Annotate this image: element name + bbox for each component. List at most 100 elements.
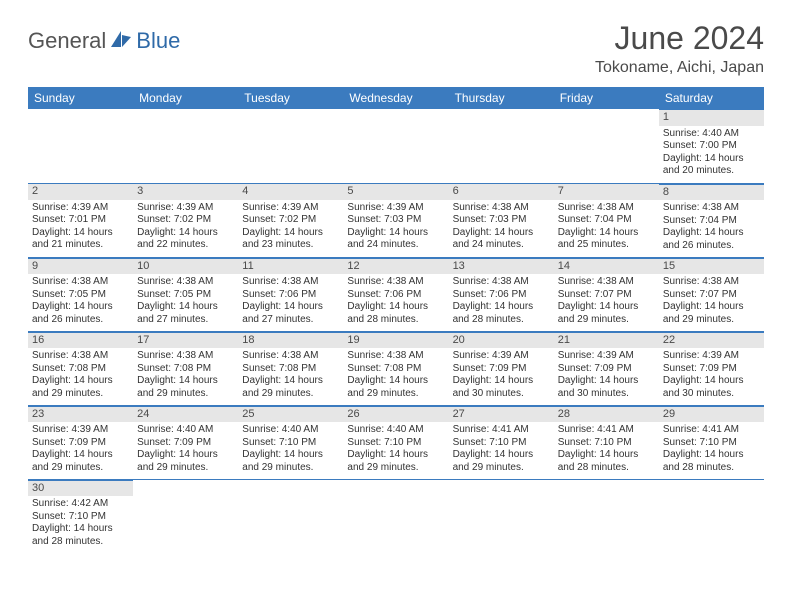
- sunset-line: Sunset: 7:07 PM: [663, 289, 760, 302]
- calendar-cell-10: 10Sunrise: 4:38 AMSunset: 7:05 PMDayligh…: [133, 257, 238, 331]
- calendar-cell-21: 21Sunrise: 4:39 AMSunset: 7:09 PMDayligh…: [554, 331, 659, 405]
- sunrise-line: Sunrise: 4:41 AM: [453, 424, 550, 437]
- sunset-line: Sunset: 7:09 PM: [32, 437, 129, 450]
- day-header-row: SundayMondayTuesdayWednesdayThursdayFrid…: [28, 87, 764, 109]
- daylight-line: Daylight: 14 hours and 29 minutes.: [32, 375, 129, 400]
- sunset-line: Sunset: 7:10 PM: [453, 437, 550, 450]
- sunrise-line: Sunrise: 4:38 AM: [663, 276, 760, 289]
- day-number: 18: [238, 332, 343, 349]
- sunset-line: Sunset: 7:10 PM: [242, 437, 339, 450]
- sunrise-line: Sunrise: 4:40 AM: [242, 424, 339, 437]
- daylight-line: Daylight: 14 hours and 27 minutes.: [242, 301, 339, 326]
- day-number: 24: [133, 406, 238, 423]
- calendar-cell-blank: [133, 479, 238, 553]
- daylight-line: Daylight: 14 hours and 20 minutes.: [663, 153, 760, 178]
- sunset-line: Sunset: 7:05 PM: [137, 289, 234, 302]
- calendar-row: 23Sunrise: 4:39 AMSunset: 7:09 PMDayligh…: [28, 405, 764, 479]
- daylight-line: Daylight: 14 hours and 28 minutes.: [453, 301, 550, 326]
- day-info: Sunrise: 4:38 AMSunset: 7:06 PMDaylight:…: [238, 274, 343, 330]
- calendar-cell-7: 7Sunrise: 4:38 AMSunset: 7:04 PMDaylight…: [554, 183, 659, 257]
- day-info: Sunrise: 4:39 AMSunset: 7:09 PMDaylight:…: [554, 348, 659, 404]
- sunrise-line: Sunrise: 4:39 AM: [347, 202, 444, 215]
- calendar-table: SundayMondayTuesdayWednesdayThursdayFrid…: [28, 87, 764, 553]
- calendar-cell-2: 2Sunrise: 4:39 AMSunset: 7:01 PMDaylight…: [28, 183, 133, 257]
- day-info: Sunrise: 4:38 AMSunset: 7:03 PMDaylight:…: [449, 200, 554, 256]
- day-info: Sunrise: 4:38 AMSunset: 7:08 PMDaylight:…: [28, 348, 133, 404]
- sunset-line: Sunset: 7:01 PM: [32, 214, 129, 227]
- sunset-line: Sunset: 7:10 PM: [558, 437, 655, 450]
- day-info: Sunrise: 4:38 AMSunset: 7:04 PMDaylight:…: [659, 200, 764, 256]
- daylight-line: Daylight: 14 hours and 29 minutes.: [32, 449, 129, 474]
- day-header-saturday: Saturday: [659, 87, 764, 109]
- day-info: Sunrise: 4:40 AMSunset: 7:00 PMDaylight:…: [659, 126, 764, 182]
- daylight-line: Daylight: 14 hours and 29 minutes.: [453, 449, 550, 474]
- sunset-line: Sunset: 7:02 PM: [242, 214, 339, 227]
- calendar-cell-23: 23Sunrise: 4:39 AMSunset: 7:09 PMDayligh…: [28, 405, 133, 479]
- day-number: 4: [238, 183, 343, 200]
- header: General Blue June 2024 Tokoname, Aichi, …: [28, 20, 764, 77]
- day-info: Sunrise: 4:39 AMSunset: 7:09 PMDaylight:…: [449, 348, 554, 404]
- sunrise-line: Sunrise: 4:38 AM: [558, 202, 655, 215]
- sunset-line: Sunset: 7:08 PM: [32, 363, 129, 376]
- sunrise-line: Sunrise: 4:38 AM: [453, 276, 550, 289]
- calendar-cell-blank: [449, 109, 554, 183]
- sunrise-line: Sunrise: 4:38 AM: [137, 276, 234, 289]
- calendar-cell-13: 13Sunrise: 4:38 AMSunset: 7:06 PMDayligh…: [449, 257, 554, 331]
- day-number: 10: [133, 258, 238, 275]
- day-number: 13: [449, 258, 554, 275]
- day-info: Sunrise: 4:38 AMSunset: 7:05 PMDaylight:…: [28, 274, 133, 330]
- sunset-line: Sunset: 7:02 PM: [137, 214, 234, 227]
- daylight-line: Daylight: 14 hours and 21 minutes.: [32, 227, 129, 252]
- calendar-cell-blank: [133, 109, 238, 183]
- day-number: 3: [133, 183, 238, 200]
- day-number: 14: [554, 258, 659, 275]
- day-number: 12: [343, 258, 448, 275]
- day-number: 5: [343, 183, 448, 200]
- sunset-line: Sunset: 7:03 PM: [347, 214, 444, 227]
- calendar-cell-blank: [343, 479, 448, 553]
- calendar-cell-22: 22Sunrise: 4:39 AMSunset: 7:09 PMDayligh…: [659, 331, 764, 405]
- calendar-cell-18: 18Sunrise: 4:38 AMSunset: 7:08 PMDayligh…: [238, 331, 343, 405]
- day-number: 6: [449, 183, 554, 200]
- calendar-cell-1: 1Sunrise: 4:40 AMSunset: 7:00 PMDaylight…: [659, 109, 764, 183]
- day-header-friday: Friday: [554, 87, 659, 109]
- calendar-cell-9: 9Sunrise: 4:38 AMSunset: 7:05 PMDaylight…: [28, 257, 133, 331]
- day-header-sunday: Sunday: [28, 87, 133, 109]
- sunset-line: Sunset: 7:08 PM: [347, 363, 444, 376]
- daylight-line: Daylight: 14 hours and 23 minutes.: [242, 227, 339, 252]
- daylight-line: Daylight: 14 hours and 30 minutes.: [558, 375, 655, 400]
- calendar-cell-17: 17Sunrise: 4:38 AMSunset: 7:08 PMDayligh…: [133, 331, 238, 405]
- sunset-line: Sunset: 7:09 PM: [558, 363, 655, 376]
- day-info: Sunrise: 4:39 AMSunset: 7:03 PMDaylight:…: [343, 200, 448, 256]
- calendar-cell-4: 4Sunrise: 4:39 AMSunset: 7:02 PMDaylight…: [238, 183, 343, 257]
- sunset-line: Sunset: 7:06 PM: [453, 289, 550, 302]
- day-number: 16: [28, 332, 133, 349]
- sunrise-line: Sunrise: 4:38 AM: [137, 350, 234, 363]
- sunset-line: Sunset: 7:09 PM: [137, 437, 234, 450]
- calendar-cell-26: 26Sunrise: 4:40 AMSunset: 7:10 PMDayligh…: [343, 405, 448, 479]
- day-info: Sunrise: 4:39 AMSunset: 7:09 PMDaylight:…: [28, 422, 133, 478]
- day-number: 30: [28, 480, 133, 497]
- day-number: 8: [659, 184, 764, 201]
- day-number: 11: [238, 258, 343, 275]
- sunset-line: Sunset: 7:10 PM: [32, 511, 129, 524]
- sunrise-line: Sunrise: 4:39 AM: [558, 350, 655, 363]
- sunrise-line: Sunrise: 4:41 AM: [558, 424, 655, 437]
- daylight-line: Daylight: 14 hours and 29 minutes.: [242, 375, 339, 400]
- calendar-cell-15: 15Sunrise: 4:38 AMSunset: 7:07 PMDayligh…: [659, 257, 764, 331]
- calendar-row: 1Sunrise: 4:40 AMSunset: 7:00 PMDaylight…: [28, 109, 764, 183]
- sunset-line: Sunset: 7:00 PM: [663, 140, 760, 153]
- day-info: Sunrise: 4:39 AMSunset: 7:02 PMDaylight:…: [238, 200, 343, 256]
- sunrise-line: Sunrise: 4:42 AM: [32, 498, 129, 511]
- calendar-cell-6: 6Sunrise: 4:38 AMSunset: 7:03 PMDaylight…: [449, 183, 554, 257]
- calendar-cell-blank: [659, 479, 764, 553]
- day-number: 22: [659, 332, 764, 349]
- day-number: 25: [238, 406, 343, 423]
- calendar-cell-19: 19Sunrise: 4:38 AMSunset: 7:08 PMDayligh…: [343, 331, 448, 405]
- day-info: Sunrise: 4:40 AMSunset: 7:10 PMDaylight:…: [238, 422, 343, 478]
- calendar-cell-30: 30Sunrise: 4:42 AMSunset: 7:10 PMDayligh…: [28, 479, 133, 553]
- calendar-cell-blank: [554, 479, 659, 553]
- sunset-line: Sunset: 7:09 PM: [453, 363, 550, 376]
- day-number: 15: [659, 258, 764, 275]
- day-number: 27: [449, 406, 554, 423]
